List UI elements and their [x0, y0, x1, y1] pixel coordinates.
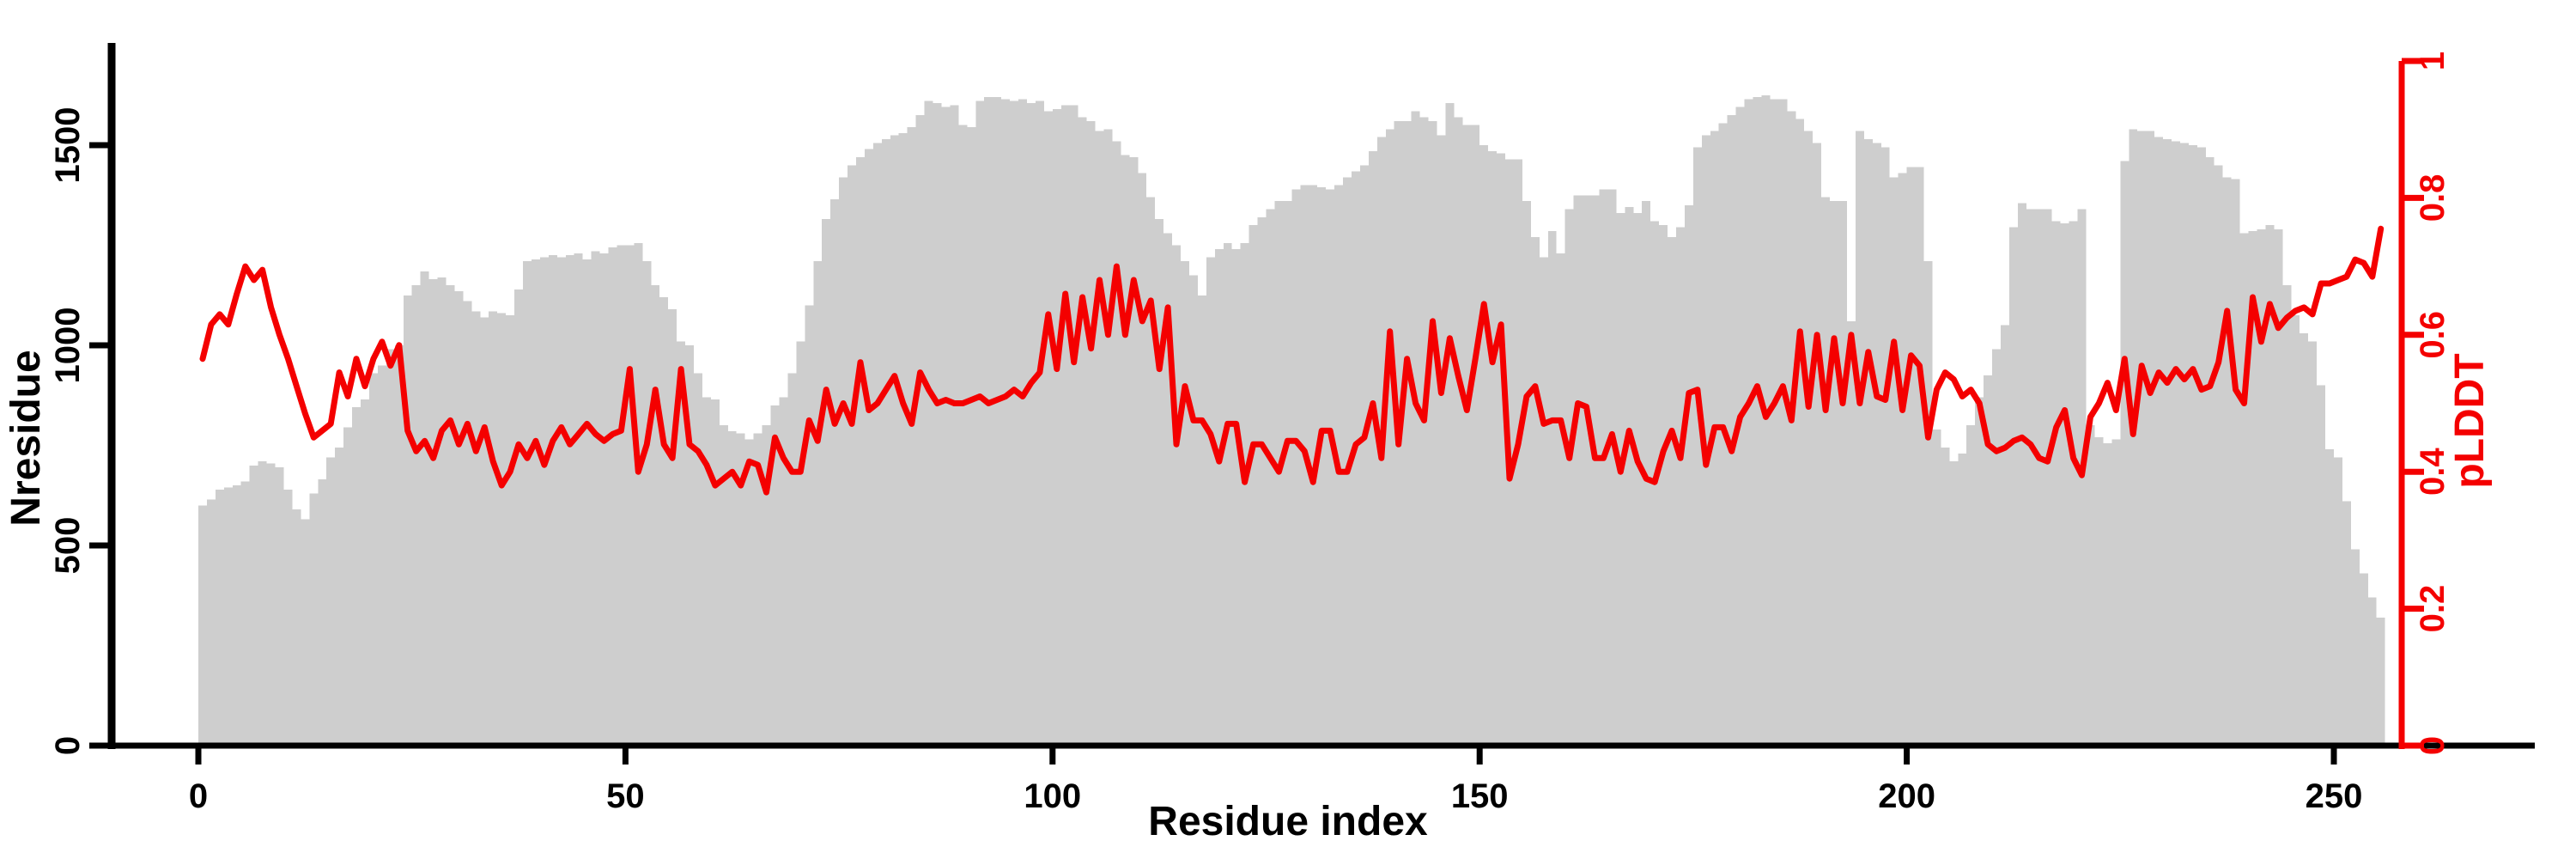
nresidue-bars-series	[198, 94, 2385, 746]
x-axis-tick-label: 50	[606, 777, 645, 815]
axes	[89, 43, 2535, 765]
y-axis-right-tick-label: 0.6	[2414, 311, 2451, 359]
nresidue-bars	[198, 94, 2385, 746]
plddt-line	[199, 225, 2385, 496]
plddt-line-series	[199, 225, 2385, 496]
x-axis-title: Residue index	[1148, 799, 1428, 844]
y-axis-right-tick-label: 0.8	[2414, 174, 2451, 222]
x-axis-tick-label: 200	[1878, 777, 1935, 815]
y-axis-right-title: pLDDT	[2447, 353, 2493, 488]
y-axis-right-tick-label: 0.2	[2414, 585, 2451, 633]
y-axis-right-tick-label: 1	[2414, 52, 2451, 70]
y-axis-left-tick-label: 1000	[49, 308, 87, 384]
y-axis-left-tick-label: 0	[49, 736, 87, 755]
y-axis-left-title: Nresidue	[3, 350, 49, 526]
y-axis-right-tick-label: 0	[2414, 736, 2451, 755]
y-axis-left-tick-label: 1500	[49, 107, 87, 184]
tick-labels: 0 500 1000 1500 0 50 100 150 200 250 0 0.2 0.4 0.6 0.8…	[49, 52, 2451, 815]
x-axis-tick-label: 250	[2306, 777, 2363, 815]
y-axis-right-tick-label: 0.4	[2414, 448, 2451, 496]
x-axis-tick-label: 0	[189, 777, 208, 815]
x-axis-tick-label: 100	[1024, 777, 1081, 815]
y-axis-left-tick-label: 500	[49, 517, 87, 575]
x-axis-tick-label: 150	[1451, 777, 1509, 815]
